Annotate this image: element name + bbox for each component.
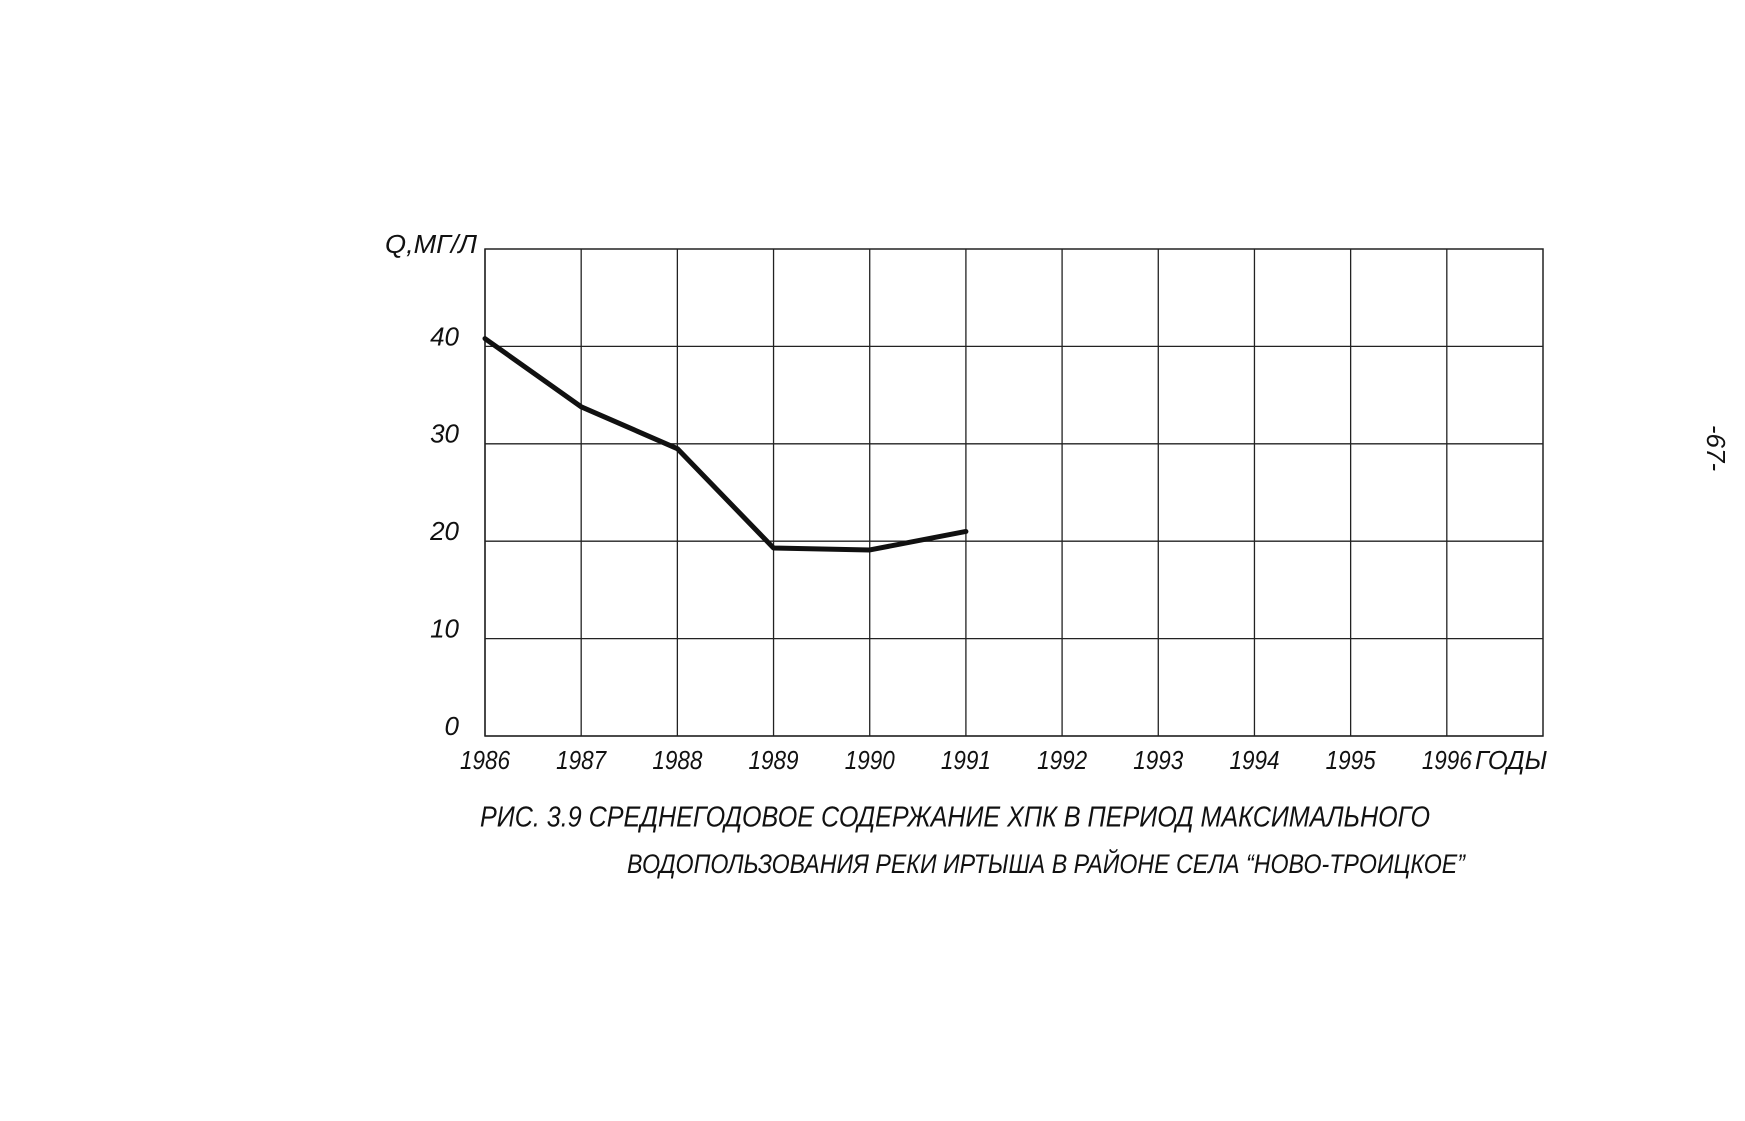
y-tick-label: 30: [430, 419, 459, 449]
x-tick-label: 1988: [652, 745, 702, 775]
x-tick-label: 1994: [1229, 745, 1279, 775]
x-tick-label: 1993: [1133, 745, 1183, 775]
x-tick-label: 1989: [749, 745, 799, 775]
y-tick-label: 0: [445, 711, 460, 741]
page-number: -67-: [1701, 425, 1731, 472]
data-line: [482, 336, 969, 553]
y-axis-label: Q,МГ/Л: [385, 229, 477, 259]
x-tick-label: 1996: [1422, 745, 1472, 775]
x-tick-label: 1995: [1326, 745, 1376, 775]
x-tick-label: 1991: [941, 745, 991, 775]
x-axis-label: ГОДЫ: [1475, 745, 1547, 775]
y-tick-label: 10: [430, 613, 459, 643]
caption-line: РИС. 3.9 СРЕДНЕГОДОВОЕ СОДЕРЖАНИЕ ХПК В …: [480, 802, 1430, 834]
x-tick-label: 1990: [845, 745, 895, 775]
caption-line: ВОДОПОЛЬЗОВАНИЯ РЕКИ ИРТЫША В РАЙОНЕ СЕЛ…: [627, 847, 1466, 879]
y-tick-label: 20: [429, 516, 459, 546]
y-tick-label: 40: [430, 321, 459, 351]
x-tick-label: 1986: [460, 745, 510, 775]
plot-frame: [484, 248, 1544, 737]
x-tick-label: 1992: [1037, 745, 1087, 775]
x-tick-label: 1987: [556, 745, 607, 775]
